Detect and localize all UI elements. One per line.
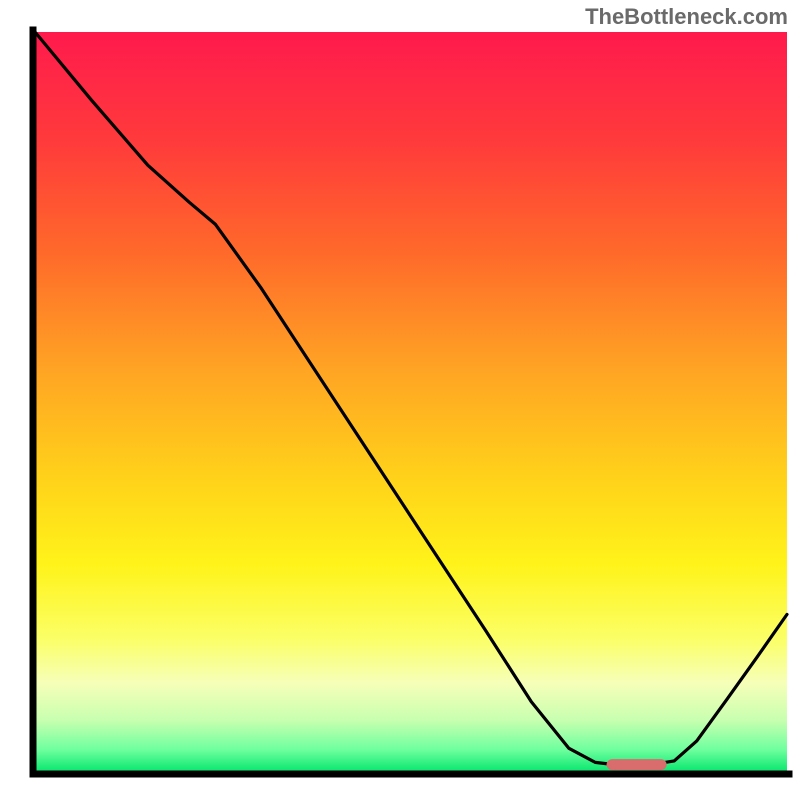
optimal-range-marker bbox=[607, 759, 667, 770]
chart-background bbox=[35, 32, 787, 772]
watermark-text: TheBottleneck.com bbox=[585, 4, 788, 30]
chart-svg bbox=[0, 0, 800, 800]
bottleneck-chart bbox=[0, 0, 800, 800]
